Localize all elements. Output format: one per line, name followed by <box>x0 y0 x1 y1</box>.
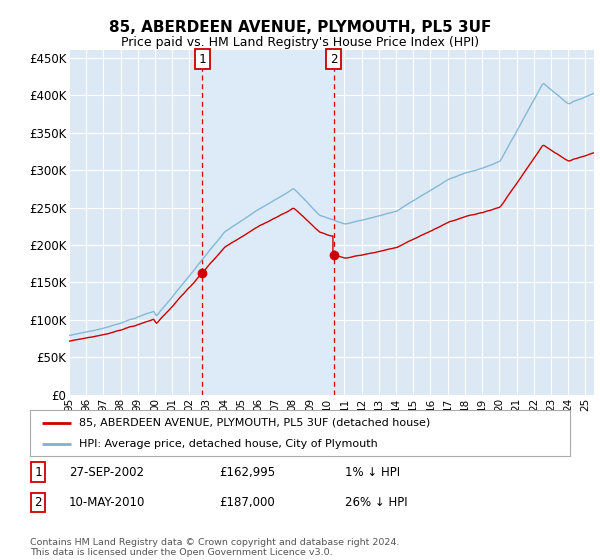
Text: 2: 2 <box>330 53 337 66</box>
Text: 1: 1 <box>34 465 41 479</box>
Text: 27-SEP-2002: 27-SEP-2002 <box>69 465 144 479</box>
Text: HPI: Average price, detached house, City of Plymouth: HPI: Average price, detached house, City… <box>79 439 377 449</box>
Text: £187,000: £187,000 <box>219 496 275 509</box>
Text: Price paid vs. HM Land Registry's House Price Index (HPI): Price paid vs. HM Land Registry's House … <box>121 36 479 49</box>
Text: 1% ↓ HPI: 1% ↓ HPI <box>345 465 400 479</box>
Text: Contains HM Land Registry data © Crown copyright and database right 2024.
This d: Contains HM Land Registry data © Crown c… <box>30 538 400 557</box>
Bar <box>202 50 334 395</box>
Text: 26% ↓ HPI: 26% ↓ HPI <box>345 496 407 509</box>
Text: 10-MAY-2010: 10-MAY-2010 <box>69 496 145 509</box>
Text: 2: 2 <box>34 496 41 509</box>
Text: £162,995: £162,995 <box>219 465 275 479</box>
Text: 85, ABERDEEN AVENUE, PLYMOUTH, PL5 3UF: 85, ABERDEEN AVENUE, PLYMOUTH, PL5 3UF <box>109 20 491 35</box>
Text: 1: 1 <box>199 53 206 66</box>
Text: 85, ABERDEEN AVENUE, PLYMOUTH, PL5 3UF (detached house): 85, ABERDEEN AVENUE, PLYMOUTH, PL5 3UF (… <box>79 418 430 428</box>
